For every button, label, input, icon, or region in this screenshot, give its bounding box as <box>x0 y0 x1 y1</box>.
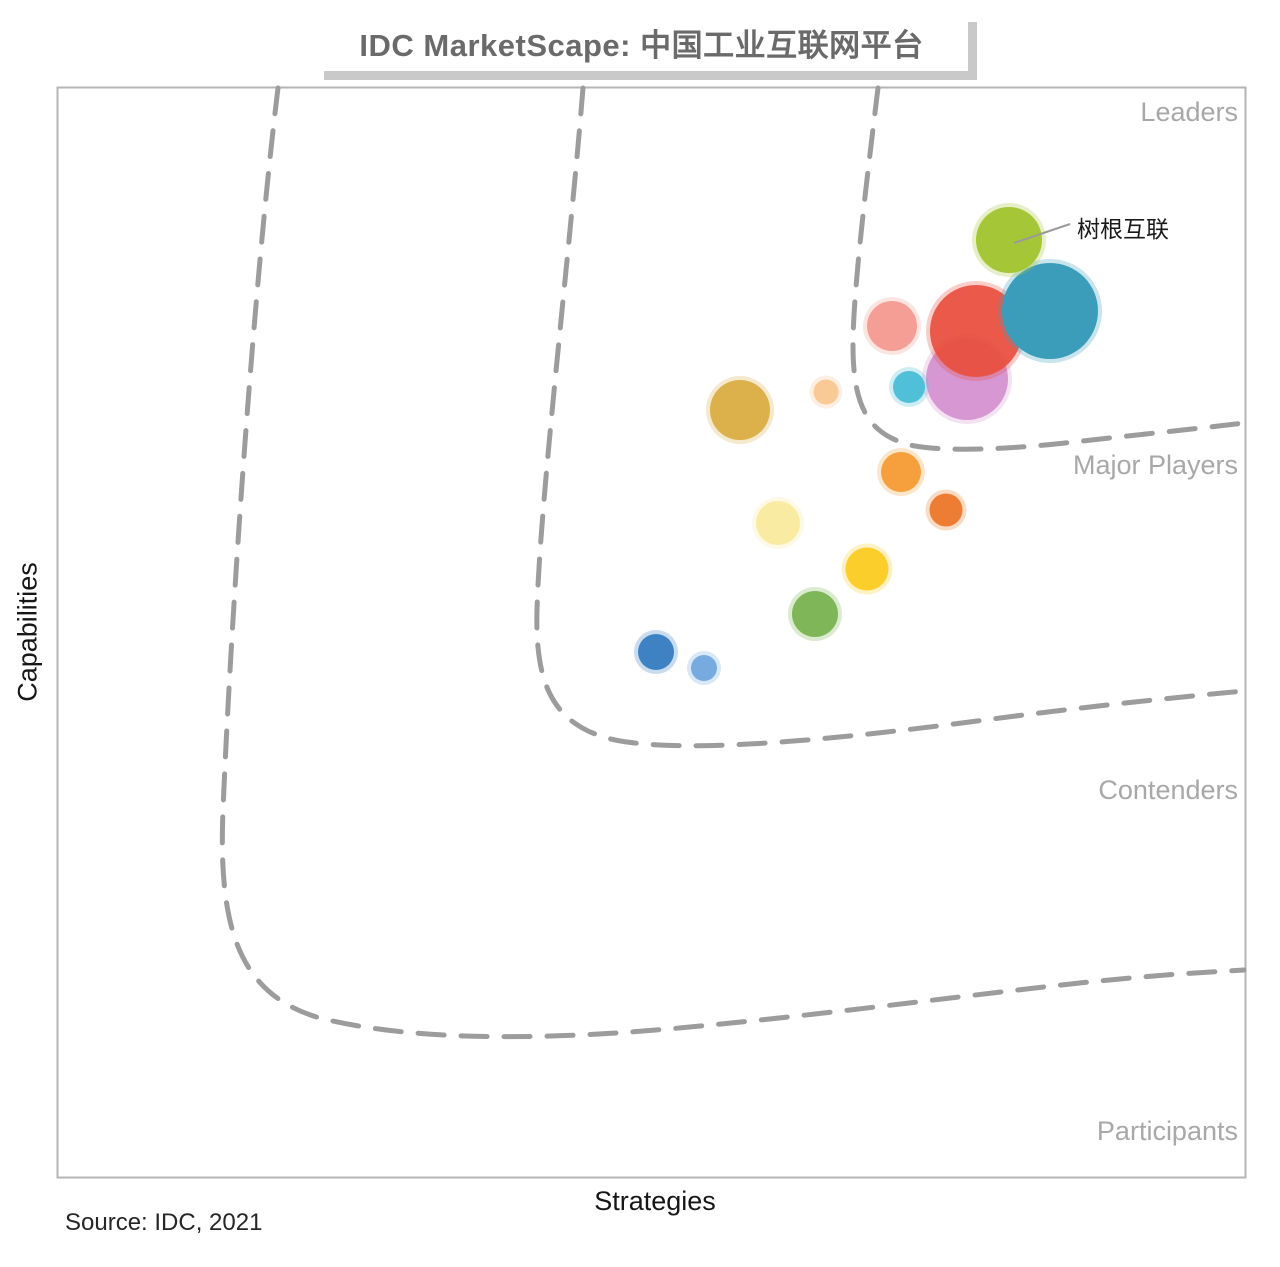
bubble-6 <box>893 371 925 403</box>
bubble-4 <box>1002 263 1098 359</box>
annotation-leader-line <box>1013 223 1071 244</box>
region-label-major-players: Major Players <box>1072 450 1238 480</box>
bubble-12 <box>845 547 889 591</box>
region-label-leaders: Leaders <box>1140 97 1238 127</box>
major-players-boundary-curve <box>534 85 1247 749</box>
x-axis-label: Strategies <box>594 1186 716 1216</box>
contenders-boundary-curve <box>219 85 1247 1040</box>
region-label-contenders: Contenders <box>1098 775 1238 805</box>
region-boundary-curves <box>219 85 1247 1040</box>
bubble-8 <box>710 380 770 440</box>
region-label-participants: Participants <box>1096 1116 1238 1146</box>
bubble-7 <box>813 379 839 405</box>
bubble-labeled-vendor <box>976 207 1042 273</box>
bubble-1 <box>867 301 917 351</box>
chart-border <box>56 86 1247 1179</box>
bubble-13 <box>792 591 838 637</box>
bubble-3 <box>930 285 1022 377</box>
bubble-15 <box>691 655 717 681</box>
chart-title-box: IDC MarketScape: 中国工业互联网平台 <box>315 13 968 71</box>
bubble-10 <box>929 493 963 527</box>
y-axis-label: Capabilities <box>12 562 43 702</box>
bubble-11 <box>756 501 800 545</box>
chart-title: IDC MarketScape: 中国工业互联网平台 <box>359 27 924 63</box>
leaders-boundary-curve <box>850 85 1247 452</box>
bubble-layer <box>634 203 1102 685</box>
bubble-9 <box>881 452 921 492</box>
bubble-14 <box>638 634 674 670</box>
source-note: Source: IDC, 2021 <box>65 1209 263 1236</box>
bubble-annotation-label: 树根互联 <box>1077 217 1169 242</box>
